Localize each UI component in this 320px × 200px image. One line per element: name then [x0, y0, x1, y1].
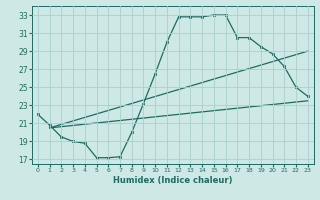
X-axis label: Humidex (Indice chaleur): Humidex (Indice chaleur) — [113, 176, 233, 185]
